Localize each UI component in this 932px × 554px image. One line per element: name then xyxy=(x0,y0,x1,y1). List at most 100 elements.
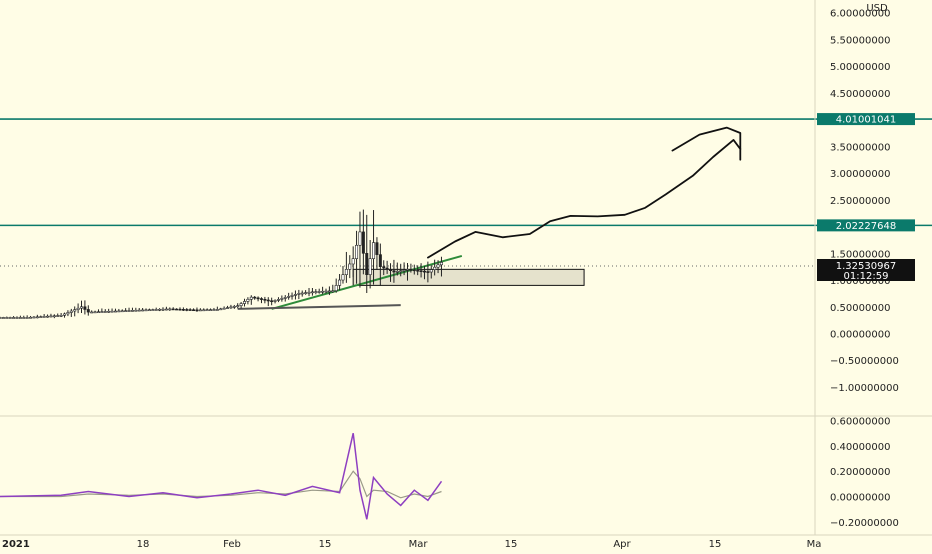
osc-tick-label: 0.60000000 xyxy=(830,417,890,428)
candle-body xyxy=(117,310,121,313)
candle-body xyxy=(192,309,196,312)
time-label-apr-15: 15 xyxy=(709,539,722,550)
candle-body xyxy=(297,293,301,295)
candle-body xyxy=(39,316,43,318)
candle-body xyxy=(433,266,437,270)
candle-body xyxy=(280,298,284,300)
price-tick-label: 1.00000000 xyxy=(830,276,890,287)
candle-body xyxy=(151,309,155,311)
candle-body xyxy=(49,315,53,318)
candle-body xyxy=(273,300,277,302)
candle-body xyxy=(399,270,403,272)
price-tick-label: −1.00000000 xyxy=(830,383,899,394)
projection-arrow[interactable] xyxy=(671,126,742,161)
candle-body xyxy=(171,308,175,311)
candle-body xyxy=(429,269,433,273)
osc-tick-label: −0.20000000 xyxy=(830,518,899,529)
candle-body xyxy=(80,306,84,309)
candle-body xyxy=(22,317,26,319)
candle-body xyxy=(239,303,243,307)
currency-label[interactable]: USD xyxy=(866,3,888,14)
candle-body xyxy=(249,296,253,300)
candle-body xyxy=(426,271,430,273)
candle-body xyxy=(215,309,219,311)
candle-body xyxy=(256,297,260,300)
candle-body xyxy=(300,292,304,295)
candle-body xyxy=(66,312,70,315)
demand-zone-rect[interactable] xyxy=(352,268,585,286)
time-axis[interactable]: 2021 18 Feb 15 Mar 15 Apr 15 Ma xyxy=(0,534,932,550)
time-label-feb-15: 15 xyxy=(319,539,332,550)
candle-body xyxy=(103,311,107,313)
price-scale-labels: 6.00000000 5.50000000 5.00000000 4.50000000… xyxy=(830,9,899,394)
price-tick-label: 4.50000000 xyxy=(830,89,890,100)
candle-body xyxy=(304,292,308,294)
candle-body xyxy=(1,317,5,319)
support-trendline[interactable] xyxy=(237,304,401,310)
candle-body xyxy=(382,266,386,269)
candle-body xyxy=(127,310,131,312)
candle-body xyxy=(209,309,213,311)
candle-body xyxy=(56,315,60,317)
candle-body xyxy=(243,301,247,304)
candle-body xyxy=(405,269,409,271)
candle-body xyxy=(219,308,223,311)
candle-body xyxy=(120,310,124,313)
candle-body xyxy=(334,285,338,292)
candle-body xyxy=(253,296,257,299)
candle-body xyxy=(358,231,362,246)
candle-body xyxy=(185,309,189,311)
price-pane[interactable] xyxy=(0,118,932,319)
oscillator-scale-labels: 0.60000000 0.40000000 0.20000000 0.00000000… xyxy=(830,417,899,529)
candle-body xyxy=(395,271,399,273)
candle-body xyxy=(59,315,63,317)
resistance-high-badge: 4.01001041 xyxy=(817,113,915,126)
candle-body xyxy=(439,262,443,266)
candle-body xyxy=(161,308,165,311)
candle-body xyxy=(100,311,104,313)
candle-body xyxy=(46,315,50,318)
candle-body xyxy=(42,316,46,318)
candle-body xyxy=(341,274,345,281)
oscillator-pane[interactable] xyxy=(0,433,443,520)
candle-body xyxy=(12,317,16,319)
resistance-low-badge-bg xyxy=(817,219,915,232)
price-tick-label: 3.50000000 xyxy=(830,142,890,153)
candle-body xyxy=(368,258,372,275)
candle-body xyxy=(259,298,263,300)
projection-path[interactable] xyxy=(427,139,742,259)
candle-body xyxy=(212,309,216,311)
price-tick-label: 0.00000000 xyxy=(830,330,890,341)
candle-body xyxy=(96,311,100,314)
candle-body xyxy=(141,309,145,312)
oscillator-lines xyxy=(0,433,443,520)
candlesticks xyxy=(0,209,443,319)
price-tick-label: 0.50000000 xyxy=(830,303,890,314)
time-label-may: Ma xyxy=(807,539,822,550)
candle-body xyxy=(270,300,274,303)
candle-body xyxy=(416,269,420,272)
candle-body xyxy=(372,242,376,259)
price-tick-label: 2.50000000 xyxy=(830,196,890,207)
candle-body xyxy=(90,311,94,314)
time-label-2021: 2021 xyxy=(2,539,30,550)
price-scale[interactable]: 6.00000000 5.50000000 5.00000000 4.50000000… xyxy=(814,0,915,535)
candle-body xyxy=(175,308,179,311)
last-price-badge-bg xyxy=(817,259,915,281)
candle-body xyxy=(144,309,148,312)
candle-body xyxy=(205,309,209,312)
candle-body xyxy=(137,309,141,312)
oscillator-main-line xyxy=(0,433,443,520)
candle-body xyxy=(338,279,342,286)
candle-body xyxy=(93,311,97,314)
candle-body xyxy=(236,305,240,308)
candle-body xyxy=(113,310,117,313)
candle-body xyxy=(178,308,182,311)
last-price-value: 1.32530967 xyxy=(836,261,896,272)
price-tick-label: 5.00000000 xyxy=(830,62,890,73)
time-label-jan-18: 18 xyxy=(137,539,150,550)
candle-body xyxy=(389,269,393,271)
candle-body xyxy=(392,270,396,273)
